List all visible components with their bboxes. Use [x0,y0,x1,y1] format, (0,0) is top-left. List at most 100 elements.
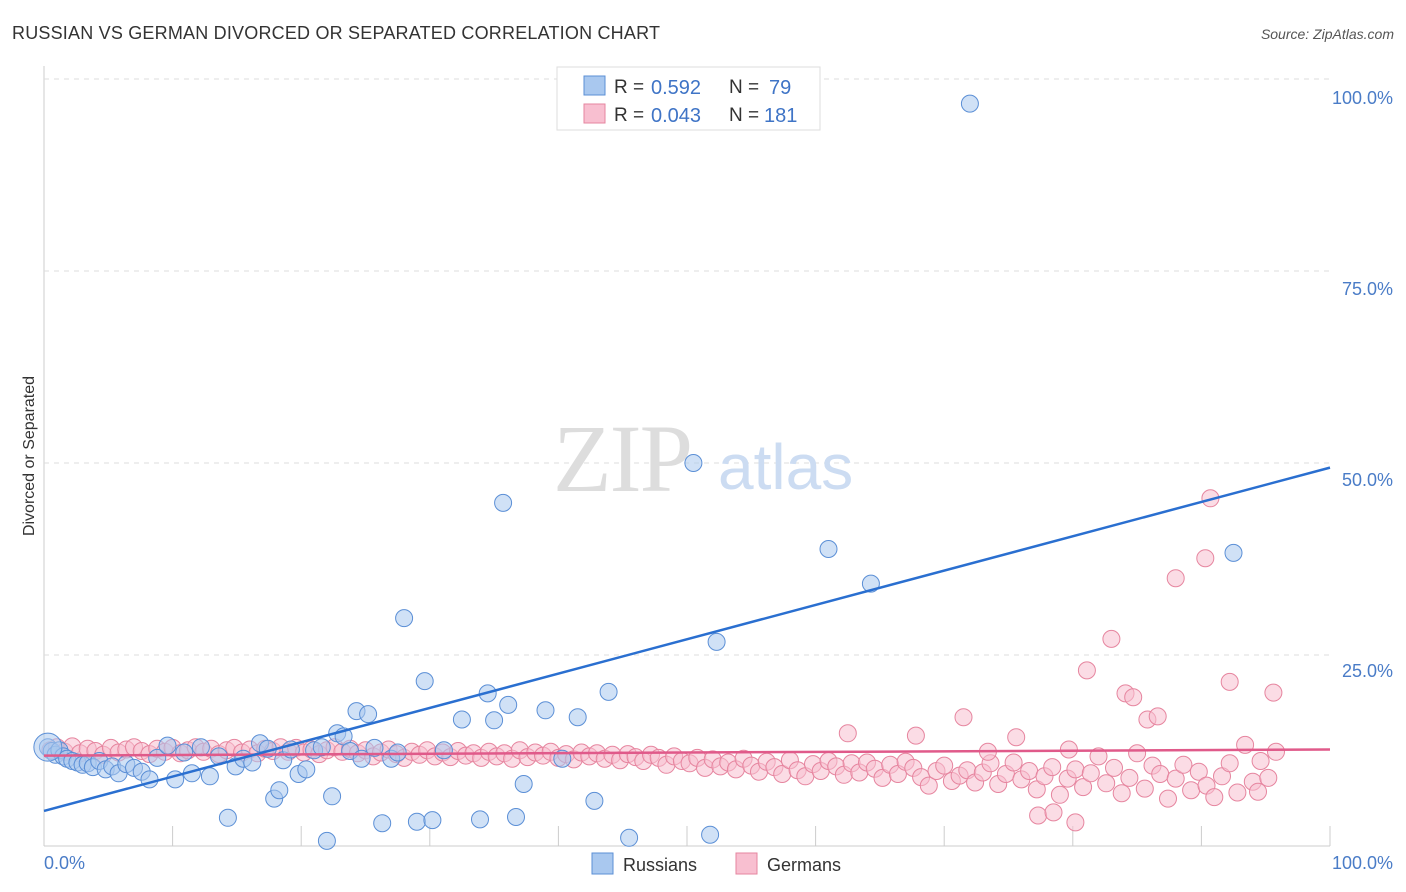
germans-point [1174,755,1193,774]
germans-n-label: N = [729,105,759,126]
russians-point [701,825,720,844]
russians-n-value: 79 [769,77,791,99]
russians-point [434,741,453,760]
russians-point [1224,543,1243,562]
russians-point [507,808,525,826]
russians-point [499,695,518,714]
germans-point [1007,728,1026,747]
y-tick-label-100: 100.0% [1332,88,1393,108]
russians-cluster-point [33,732,63,762]
germans-point [1205,788,1224,807]
germans-n-value: 181 [764,105,797,127]
germans-point [1066,760,1085,779]
russians-point [494,493,513,512]
russians-point [684,454,703,472]
germans-point [1182,781,1201,800]
germans-point [1220,672,1239,691]
germans-point [1081,764,1100,783]
chart-title: RUSSIAN VS GERMAN DIVORCED OR SEPARATED … [12,23,660,43]
germans-point [1148,707,1167,726]
russians-point [568,708,587,727]
germans-point [1264,683,1283,702]
russians-point [620,828,639,847]
germans-point [1004,753,1023,772]
russians-point [585,791,604,810]
germans-point [919,776,938,795]
germans-point [1105,758,1123,777]
germans-point [1066,813,1085,832]
russians-point [148,748,167,767]
germans-point [1112,784,1131,803]
germans-point [1166,769,1185,788]
russians-point [158,736,177,755]
russians-point [359,705,378,724]
russians-point [536,701,555,720]
germans-point [1128,744,1147,763]
russians-point [312,738,331,757]
russians-point [415,672,434,691]
germans-point [838,724,857,743]
russians-point [365,738,384,757]
germans-r-label: R = [614,105,644,126]
russians-point [270,781,289,800]
germans-point [954,708,973,727]
germans-point [935,756,954,775]
germans-point [1166,569,1185,588]
russians-point [819,540,838,558]
germans-stats-swatch [583,103,606,124]
russians-point [452,710,471,729]
y-tick-label-75: 75.0% [1342,279,1393,299]
germans-point [1120,768,1139,787]
russians-point [323,787,342,806]
series-legend: Russians Germans [591,852,841,875]
russians-point [297,760,316,779]
germans-point [1044,803,1063,822]
watermark: ZIP atlas [553,405,853,512]
chart-source: Source: ZipAtlas.com [1261,26,1394,42]
russians-r-value: 0.592 [651,77,701,99]
legend-germans-label: Germans [767,855,841,875]
germans-point [1089,747,1108,766]
russians-point [200,767,219,786]
germans-point [1124,688,1143,707]
germans-point [1259,768,1278,787]
germans-point [1097,774,1116,793]
germans-point [1189,762,1208,781]
russians-point [373,814,392,833]
legend-russians-swatch [591,852,614,875]
x-tick-marks [172,826,1331,846]
russians-point [175,743,194,762]
germans-point [1251,752,1270,770]
legend-germans-swatch [735,852,758,875]
watermark-atlas: atlas [718,431,853,503]
russians-point [407,812,426,831]
germans-point [1220,754,1239,773]
russians-point [423,811,442,830]
germans-point [1159,789,1177,808]
x-tick-label-0: 0.0% [44,853,85,873]
russians-trendline [43,466,1331,813]
germans-point [906,726,925,745]
germans-point [1267,742,1285,761]
germans-point [1249,782,1267,801]
russians-r-label: R = [614,77,644,98]
y-axis-label: Divorced or Separated [21,376,38,536]
russians-point [471,810,489,829]
russians-point [191,738,210,757]
germans-r-value: 0.043 [651,105,701,127]
y-tick-label-25: 25.0% [1342,661,1393,681]
germans-point [1050,785,1069,804]
russians-point [485,711,504,730]
russians-point [553,749,572,768]
russians-point [317,831,336,850]
germans-point [1196,549,1215,568]
y-tick-label-50: 50.0% [1342,470,1393,490]
germans-point [1228,783,1247,802]
watermark-zip: ZIP [553,405,691,512]
stats-legend: R = 0.592 N = 79 R = 0.043 N = 181 [556,66,821,131]
x-tick-label-100: 100.0% [1332,853,1393,873]
russians-point [388,743,407,762]
germans-point [1151,765,1170,783]
russians-point [395,609,414,628]
